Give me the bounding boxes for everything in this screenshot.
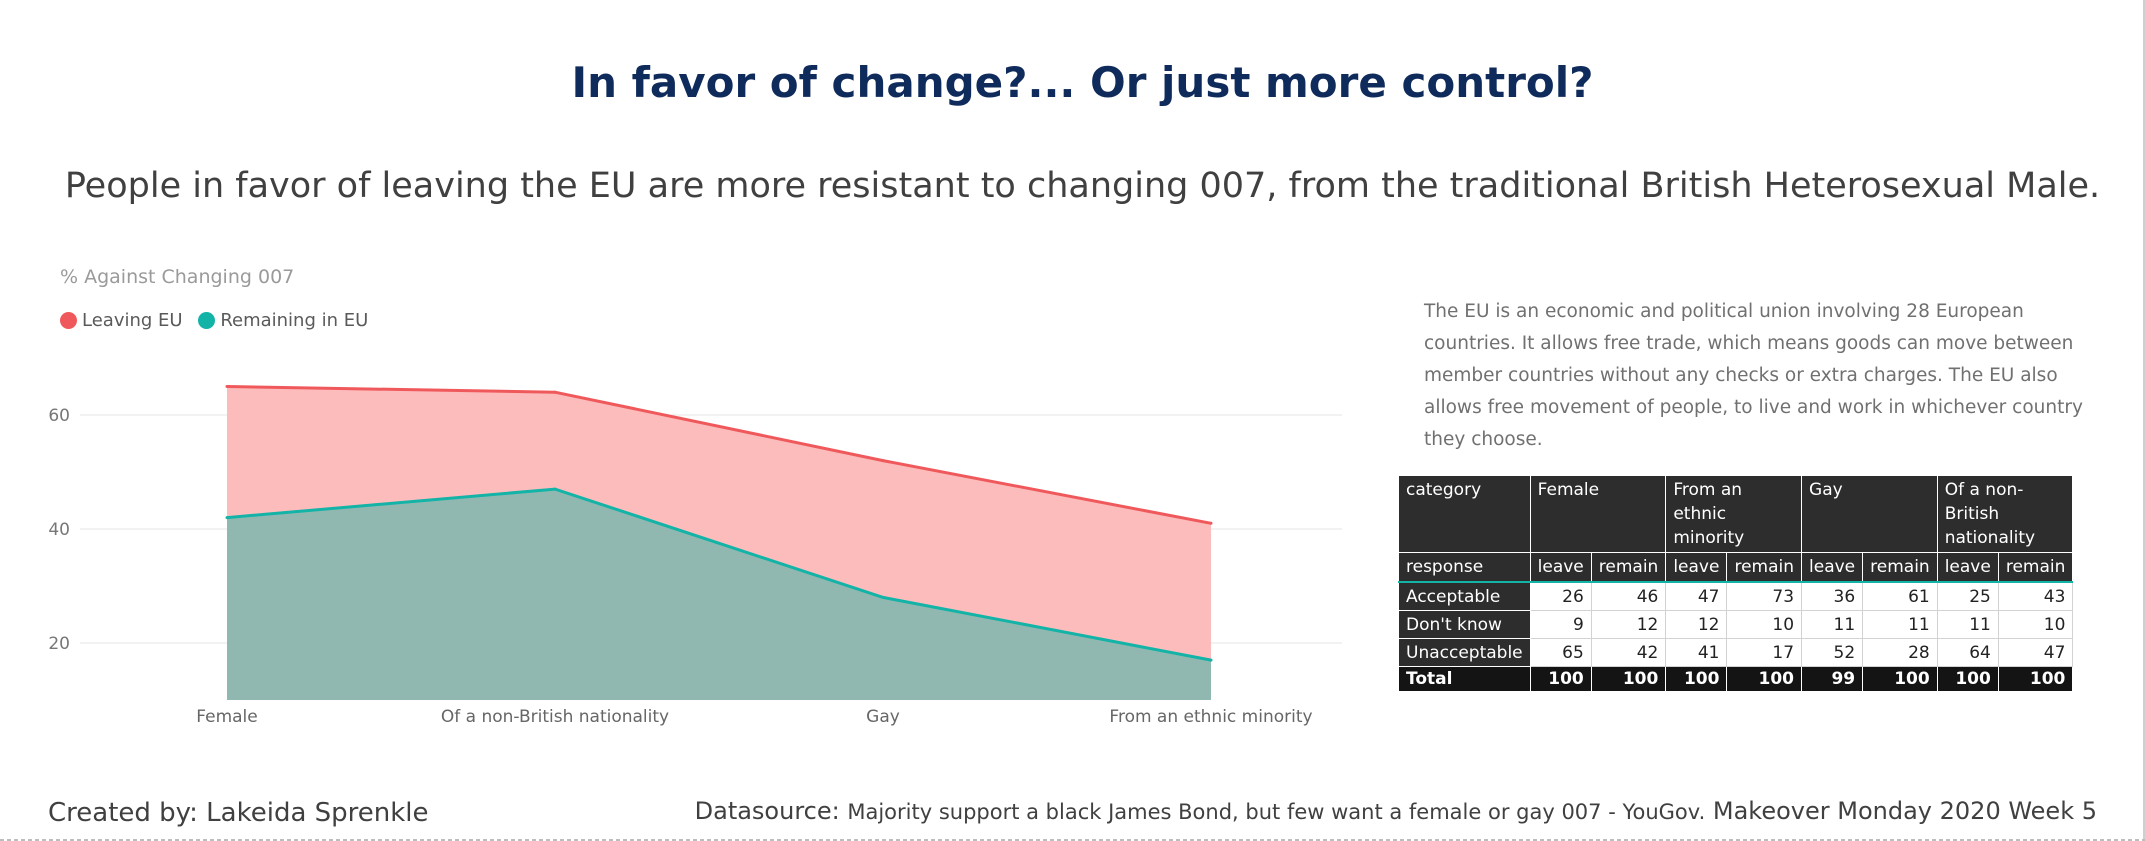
table-category-header: category [1398, 475, 1531, 553]
created-by: Created by: Lakeida Sprenkle [48, 798, 429, 828]
table-group-gay: Gay [1801, 475, 1938, 553]
x-tick-label: Female [196, 707, 257, 727]
table-total-cell: 100 [1726, 666, 1803, 692]
legend-swatch-remaining [198, 312, 216, 329]
table-subcol: remain [1590, 552, 1667, 583]
table-cell: 28 [1862, 638, 1938, 667]
table-row: Acceptable 26 46 47 73 36 61 25 43 [1398, 581, 2074, 611]
table-cell: 52 [1801, 638, 1864, 667]
table-total-cell: 100 [1936, 666, 1999, 692]
datasource-label: Datasource: [694, 797, 840, 825]
table-row-label: Don't know [1398, 610, 1531, 639]
data-point [881, 595, 885, 599]
table-cell: 10 [1726, 610, 1803, 639]
data-point [225, 385, 229, 388]
table-cell: 41 [1665, 638, 1728, 667]
table-row: Unacceptable 65 42 41 17 52 28 64 47 [1398, 638, 2074, 667]
table-cell: 11 [1862, 610, 1938, 639]
legend-swatch-leaving [60, 312, 77, 329]
datasource-link[interactable]: Majority support a black James Bond, but… [847, 800, 1706, 824]
series-line-leaving [226, 385, 1212, 525]
response-table: category Female From an ethnic minority … [1398, 475, 2074, 692]
legend-item-leaving[interactable]: Leaving EU [60, 310, 183, 331]
table-cell: 9 [1529, 610, 1592, 639]
table-total-label: Total [1398, 666, 1531, 692]
table-cell: 46 [1590, 581, 1667, 611]
data-point [553, 390, 557, 394]
table-total-cell: 100 [1590, 666, 1667, 692]
table-subcol: leave [1665, 552, 1728, 583]
legend-label-leaving: Leaving EU [82, 310, 183, 331]
table-row-label: Unacceptable [1398, 638, 1531, 667]
y-tick-label: 60 [48, 406, 70, 426]
table-cell: 12 [1665, 610, 1728, 639]
table-cell: 43 [1997, 581, 2074, 611]
table-subcol: remain [1862, 552, 1938, 583]
page-subtitle: People in favor of leaving the EU are mo… [64, 166, 2101, 206]
table-subcol: leave [1529, 552, 1592, 583]
table-cell: 42 [1590, 638, 1667, 667]
table-subcol: remain [1997, 552, 2074, 583]
table-total-cell: 100 [1529, 666, 1592, 692]
legend-label-remaining: Remaining in EU [220, 310, 369, 331]
datasource-credit: Datasource: Majority support a black Jam… [695, 797, 2097, 825]
makeover-label: Makeover Monday 2020 Week 5 [1712, 797, 2097, 825]
table-row: Don't know 9 12 12 10 11 11 11 10 [1398, 610, 2074, 639]
table-cell: 10 [1997, 610, 2074, 639]
table-cell: 61 [1862, 581, 1938, 611]
table-subcol: leave [1801, 552, 1864, 583]
table-cell: 47 [1665, 581, 1728, 611]
table-cell: 11 [1936, 610, 1999, 639]
table-subcol: remain [1726, 552, 1803, 583]
table-group-ethnic-minority: From an ethnic minority [1665, 475, 1803, 553]
area-chart: 20 40 60 Female Of a non-British nationality… [48, 385, 1342, 727]
frame-border-bottom [0, 839, 2145, 841]
x-tick-label: Gay [866, 707, 900, 727]
data-point [1209, 658, 1213, 662]
table-cell: 17 [1726, 638, 1803, 667]
table-cell: 12 [1590, 610, 1667, 639]
table-group-female: Female [1529, 475, 1667, 553]
table-cell: 11 [1801, 610, 1864, 639]
table-total-cell: 99 [1801, 666, 1864, 692]
y-tick-label: 20 [48, 634, 70, 654]
y-tick-label: 40 [48, 520, 70, 540]
data-point [881, 459, 885, 463]
table-response-header: response [1398, 552, 1531, 583]
chart-title: % Against Changing 007 [60, 266, 295, 288]
chart-legend: Leaving EU Remaining in EU [60, 310, 378, 334]
table-cell: 47 [1997, 638, 2074, 667]
data-point [225, 516, 229, 520]
table-total-row: Total 100 100 100 100 99 100 100 100 [1398, 666, 2074, 692]
table-total-cell: 100 [1862, 666, 1938, 692]
x-tick-label: From an ethnic minority [1109, 707, 1312, 727]
table-total-cell: 100 [1997, 666, 2074, 692]
data-point [553, 487, 557, 491]
table-cell: 65 [1529, 638, 1592, 667]
table-total-cell: 100 [1665, 666, 1728, 692]
data-point [1209, 521, 1213, 525]
table-cell: 25 [1936, 581, 1999, 611]
table-cell: 36 [1801, 581, 1864, 611]
x-tick-label: Of a non-British nationality [441, 707, 669, 727]
table-cell: 26 [1529, 581, 1592, 611]
table-cell: 73 [1726, 581, 1803, 611]
frame-border-right [2143, 0, 2145, 841]
series-line-remaining [226, 487, 1212, 662]
legend-item-remaining[interactable]: Remaining in EU [198, 310, 368, 331]
eu-description: The EU is an economic and political unio… [1424, 301, 2083, 450]
table-cell: 64 [1936, 638, 1999, 667]
table-row-label: Acceptable [1398, 581, 1531, 611]
table-subcol: leave [1936, 552, 1999, 583]
table-group-non-british: Of a non-British nationality [1936, 475, 2074, 553]
page-title: In favor of change?... Or just more cont… [571, 58, 1594, 107]
area-remaining [227, 489, 1211, 700]
